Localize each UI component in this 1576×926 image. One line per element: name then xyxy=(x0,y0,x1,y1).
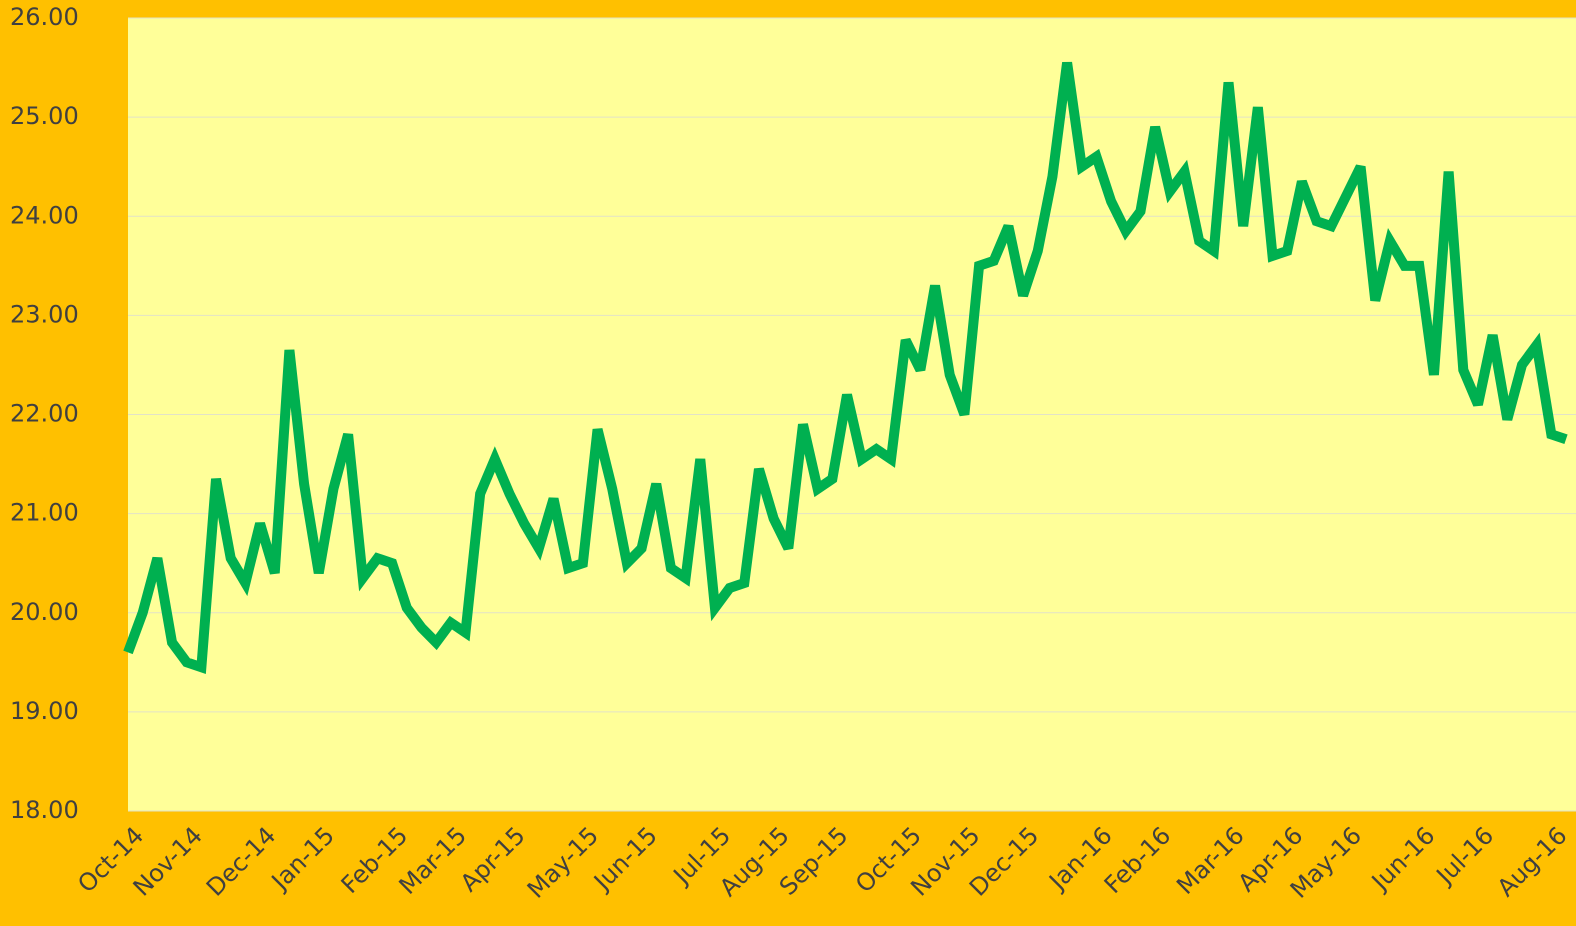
x-tick-label: Jan-15 xyxy=(265,821,340,896)
x-tick-label: Aug-16 xyxy=(1492,821,1573,902)
x-tick-label: Mar-15 xyxy=(394,821,472,899)
x-tick-label: Jun-16 xyxy=(1365,821,1440,896)
y-tick-label: 19.00 xyxy=(10,697,79,725)
y-tick-label: 21.00 xyxy=(10,499,79,527)
x-tick-label: Jul-16 xyxy=(1430,821,1499,890)
y-tick-label: 23.00 xyxy=(10,300,79,328)
y-tick-label: 22.00 xyxy=(10,400,79,428)
x-tick-label: Dec-14 xyxy=(201,821,281,901)
y-tick-label: 25.00 xyxy=(10,102,79,130)
x-tick-label: Apr-15 xyxy=(455,821,531,897)
x-tick-label: May-15 xyxy=(522,821,604,903)
x-tick-label: Feb-16 xyxy=(1099,821,1177,899)
line-series xyxy=(123,61,1568,675)
x-tick-label: Jun-15 xyxy=(587,821,662,896)
y-tick-label: 24.00 xyxy=(10,201,79,229)
y-tick-label: 26.00 xyxy=(10,3,79,31)
x-tick-label: Mar-16 xyxy=(1171,821,1249,899)
y-tick-label: 20.00 xyxy=(10,598,79,626)
y-tick-label: 18.00 xyxy=(10,796,79,824)
